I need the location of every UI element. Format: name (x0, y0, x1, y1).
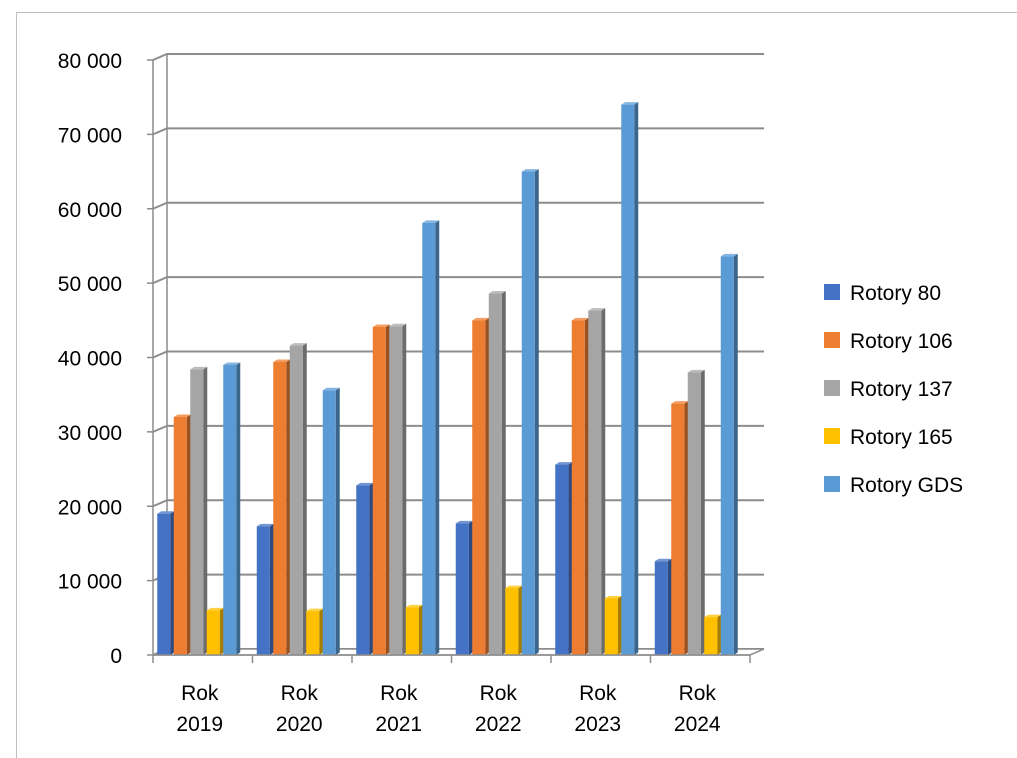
x-category-label: Rok 2021 (375, 682, 422, 736)
y-tick-label: 60 000 (58, 199, 122, 222)
legend-label: Rotory 80 (850, 282, 941, 305)
legend-swatch (824, 476, 840, 492)
x-category-label: Rok 2020 (276, 682, 323, 736)
bar (571, 317, 589, 655)
x-category-label: Rok 2019 (176, 682, 223, 736)
legend: Rotory 80 Rotory 106 Rotory 137 Rotory 165 R… (824, 282, 963, 497)
bar (256, 523, 274, 655)
bar (588, 308, 606, 655)
legend-swatch (824, 332, 840, 348)
legend-swatch (824, 284, 840, 300)
bar (521, 169, 539, 655)
y-tick-label: 30 000 (58, 422, 122, 445)
legend-label: Rotory GDS (850, 474, 963, 497)
gridline (152, 53, 764, 61)
bar (372, 324, 390, 655)
bar (422, 220, 440, 655)
y-tick-label: 20 000 (58, 496, 122, 519)
x-category-label: Rok 2024 (674, 682, 721, 736)
chart-frame (16, 12, 1017, 758)
legend-label: Rotory 106 (850, 330, 953, 353)
legend-swatch (824, 380, 840, 396)
bar (190, 366, 208, 655)
gridline (152, 350, 764, 359)
bar (223, 362, 241, 655)
bar (604, 595, 622, 655)
x-category-label: Rok 2022 (475, 682, 522, 736)
y-tick-label: 40 000 (58, 348, 122, 371)
bar (206, 607, 224, 655)
axis-layer: 0 10 000 20 000 30 000 40 000 50 000 60 000 70 … (58, 50, 751, 736)
y-tick-label: 80 000 (58, 50, 122, 73)
bar (472, 317, 490, 655)
legend-swatch (824, 428, 840, 444)
bar (173, 414, 191, 655)
bar (322, 387, 340, 655)
y-tick-label: 50 000 (58, 273, 122, 296)
gridline (152, 276, 764, 285)
legend-label: Rotory 137 (850, 378, 953, 401)
bar (654, 558, 672, 655)
y-tick-label: 10 000 (58, 571, 122, 594)
y-tick-label: 70 000 (58, 124, 122, 147)
x-category-label: Rok 2023 (574, 682, 621, 736)
bar (687, 369, 705, 655)
bar (273, 359, 291, 655)
bar (671, 401, 689, 655)
bar (720, 253, 738, 655)
bar (157, 511, 175, 655)
y-tick-label: 0 (110, 645, 122, 668)
bar (356, 482, 374, 655)
bar (289, 343, 307, 655)
bar (405, 604, 423, 655)
bar (704, 614, 722, 655)
gridline (152, 127, 764, 136)
bar (555, 462, 573, 655)
bar (389, 323, 407, 655)
bar (488, 291, 506, 655)
bar (505, 585, 523, 655)
legend-label: Rotory 165 (850, 426, 953, 449)
bar (306, 608, 324, 655)
bar (621, 102, 639, 655)
bar (455, 520, 473, 655)
gridline (152, 201, 764, 210)
bars-layer (157, 102, 738, 655)
